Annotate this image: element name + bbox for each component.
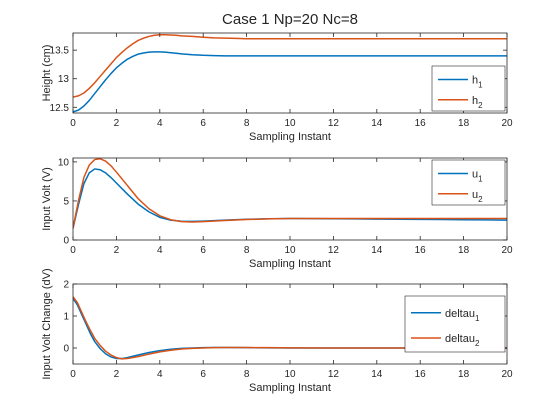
x-tick-label: 10 (284, 369, 296, 380)
x-tick-label: 10 (284, 118, 296, 129)
series-line-2 (73, 158, 507, 229)
x-tick-label: 18 (458, 118, 470, 129)
x-tick-label: 12 (328, 369, 340, 380)
y-tick-label: 2 (63, 280, 69, 291)
x-tick-label: 10 (284, 245, 296, 256)
x-tick-label: 4 (157, 245, 163, 256)
legend-box (431, 65, 506, 112)
subplot-1: 0 2 4 6 8 10 12 14 16 18 20 12.5 13 13.5 Sampling Inst… (41, 32, 513, 143)
legend-label-1: deltau1 (445, 308, 480, 323)
x-tick-label: 4 (157, 369, 163, 380)
x-tick-label: 2 (114, 118, 120, 129)
x-tick-label: 16 (415, 369, 427, 380)
x-tick-label: 0 (70, 118, 76, 129)
x-tick-label: 0 (70, 369, 76, 380)
figure-title: Case 1 Np=20 Nc=8 (222, 11, 358, 28)
x-tick-label: 20 (501, 118, 513, 129)
x-tick-label: 6 (200, 245, 206, 256)
x-tick-label: 20 (501, 245, 513, 256)
x-tick-label: 18 (458, 245, 470, 256)
y-tick-label: 5 (63, 196, 69, 207)
y-tick-label: 12.5 (50, 103, 70, 114)
y-tick-label: 13 (58, 74, 70, 85)
legend-label-2: h2 (472, 95, 483, 110)
x-tick-label: 6 (200, 369, 206, 380)
x-tick-label: 14 (371, 118, 383, 129)
series-group (73, 296, 507, 360)
x-tick-label: 16 (415, 245, 427, 256)
x-tick-label: 8 (244, 118, 250, 129)
x-tick-label: 8 (244, 369, 250, 380)
legend-label-2: deltau2 (445, 333, 480, 348)
x-tick-label: 2 (114, 369, 120, 380)
y-tick-label: 13.5 (50, 46, 70, 57)
legend-label-2: u2 (472, 189, 483, 204)
y-axis-label: Input Volt Change (dV) (41, 268, 53, 379)
series-group (73, 33, 507, 113)
y-axis-label: Input Volt (V) (41, 167, 53, 231)
x-tick-label: 8 (244, 245, 250, 256)
series-line-2 (73, 296, 507, 360)
x-tick-label: 18 (458, 369, 470, 380)
legend: deltau1 deltau2 (404, 295, 506, 353)
x-tick-label: 0 (70, 245, 76, 256)
series-line-1 (73, 51, 507, 113)
x-tick-label: 20 (501, 369, 513, 380)
x-axis-label: Sampling Instant (249, 131, 331, 143)
x-tick-label: 12 (328, 118, 340, 129)
x-axis-label: Sampling Instant (249, 382, 331, 394)
x-tick-label: 14 (371, 245, 383, 256)
x-tick-label: 4 (157, 118, 163, 129)
series-line-2 (73, 33, 507, 98)
y-tick-label: 1 (63, 312, 69, 323)
x-tick-label: 12 (328, 245, 340, 256)
legend-label-1: h1 (472, 75, 483, 90)
x-tick-label: 2 (114, 245, 120, 256)
y-tick-label: 0 (63, 344, 69, 355)
x-tick-label: 16 (415, 118, 427, 129)
legend-box (431, 159, 506, 206)
x-tick-label: 14 (371, 369, 383, 380)
series-group (73, 158, 507, 229)
legend-box (404, 295, 506, 353)
y-axis-label: Height (cm) (41, 45, 53, 102)
x-tick-label: 6 (200, 118, 206, 129)
y-tick-label: 0 (63, 236, 69, 247)
legend-label-1: u1 (472, 169, 483, 184)
y-tick-label: 10 (58, 157, 70, 168)
subplot-2: 0 2 4 6 8 10 12 14 16 18 20 0 5 10 Sampling Instant Inp… (41, 157, 513, 270)
x-axis-label: Sampling Instant (249, 258, 331, 270)
